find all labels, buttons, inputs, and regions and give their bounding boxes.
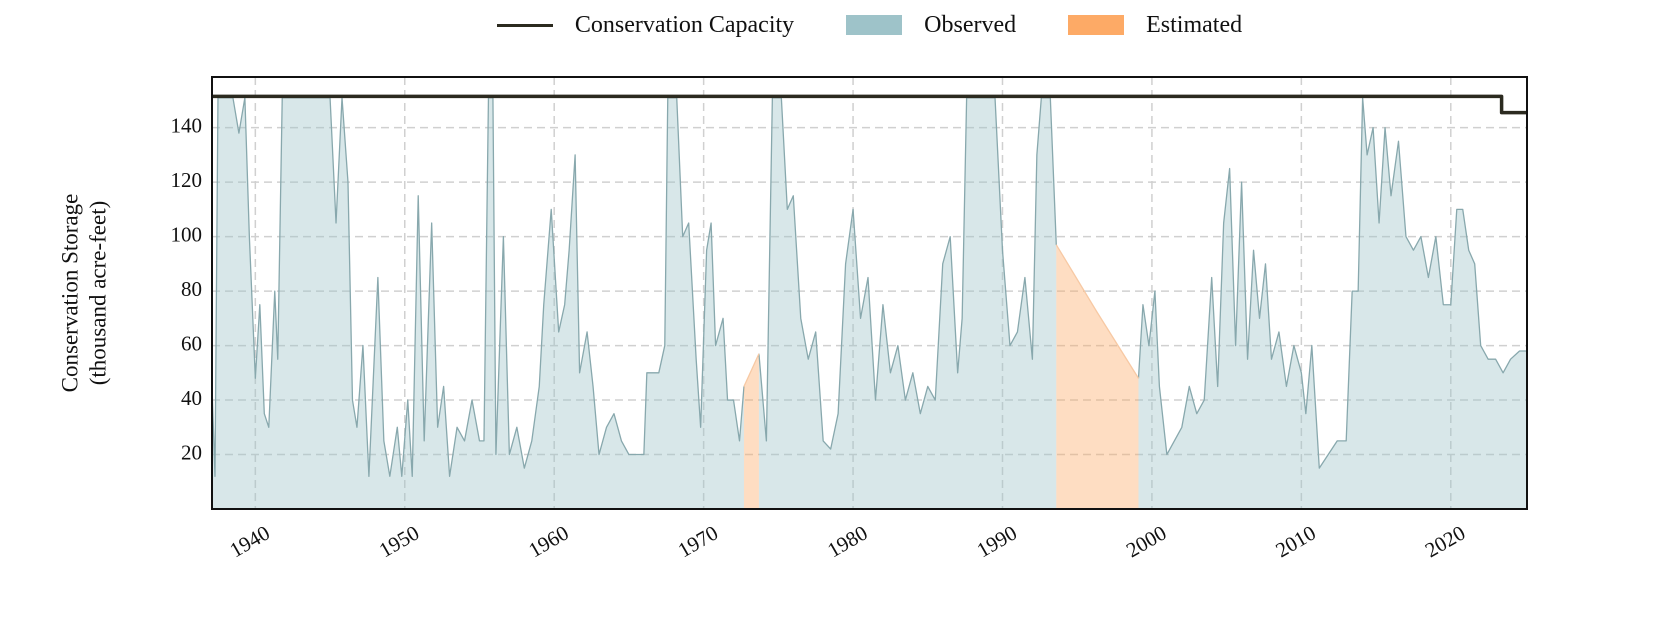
y-tick-label: 120	[171, 168, 203, 192]
area-fill	[212, 97, 744, 509]
y-tick-label: 60	[181, 331, 202, 355]
legend-item: Estimated	[1068, 12, 1242, 39]
x-tick-label: 2010	[1271, 521, 1319, 563]
legend-swatch	[846, 15, 903, 35]
x-tick-label: 2020	[1421, 521, 1469, 563]
x-tick-label: 2000	[1122, 521, 1170, 563]
x-tick-label: 1960	[524, 521, 572, 563]
area-fill	[1138, 97, 1527, 509]
y-tick-label: 80	[181, 277, 202, 301]
legend: Conservation Capacity Observed Estimated	[212, 8, 1527, 42]
y-tick-label: 140	[171, 113, 203, 137]
x-tick-label: 1950	[375, 521, 423, 563]
legend-label: Conservation Capacity	[574, 11, 795, 38]
y-axis-label: (thousand acre-feet)	[85, 201, 110, 386]
area-fill	[743, 353, 759, 509]
x-tick-label: 1990	[973, 521, 1021, 563]
legend-label: Observed	[924, 11, 1017, 38]
y-axis-label: Conservation Storage	[57, 194, 82, 393]
area-fill	[1056, 244, 1139, 509]
y-tick-label: 40	[181, 386, 202, 410]
x-tick-label: 1970	[674, 521, 722, 563]
legend-label: Estimated	[1146, 11, 1243, 38]
plot-frame	[211, 76, 1528, 510]
y-tick-label: 100	[171, 222, 203, 246]
x-tick-label: 1940	[225, 521, 273, 563]
capacity-line	[212, 94, 1527, 115]
legend-item: Conservation Capacity	[496, 11, 795, 39]
x-tick-label: 1980	[823, 521, 871, 563]
legend-swatch	[1068, 15, 1125, 35]
y-tick-label: 20	[181, 440, 202, 464]
plot-area	[212, 94, 1527, 509]
legend-swatch	[496, 23, 553, 27]
area-line	[743, 244, 1140, 387]
area-fill	[758, 97, 1057, 509]
legend-item: Observed	[846, 12, 1016, 39]
